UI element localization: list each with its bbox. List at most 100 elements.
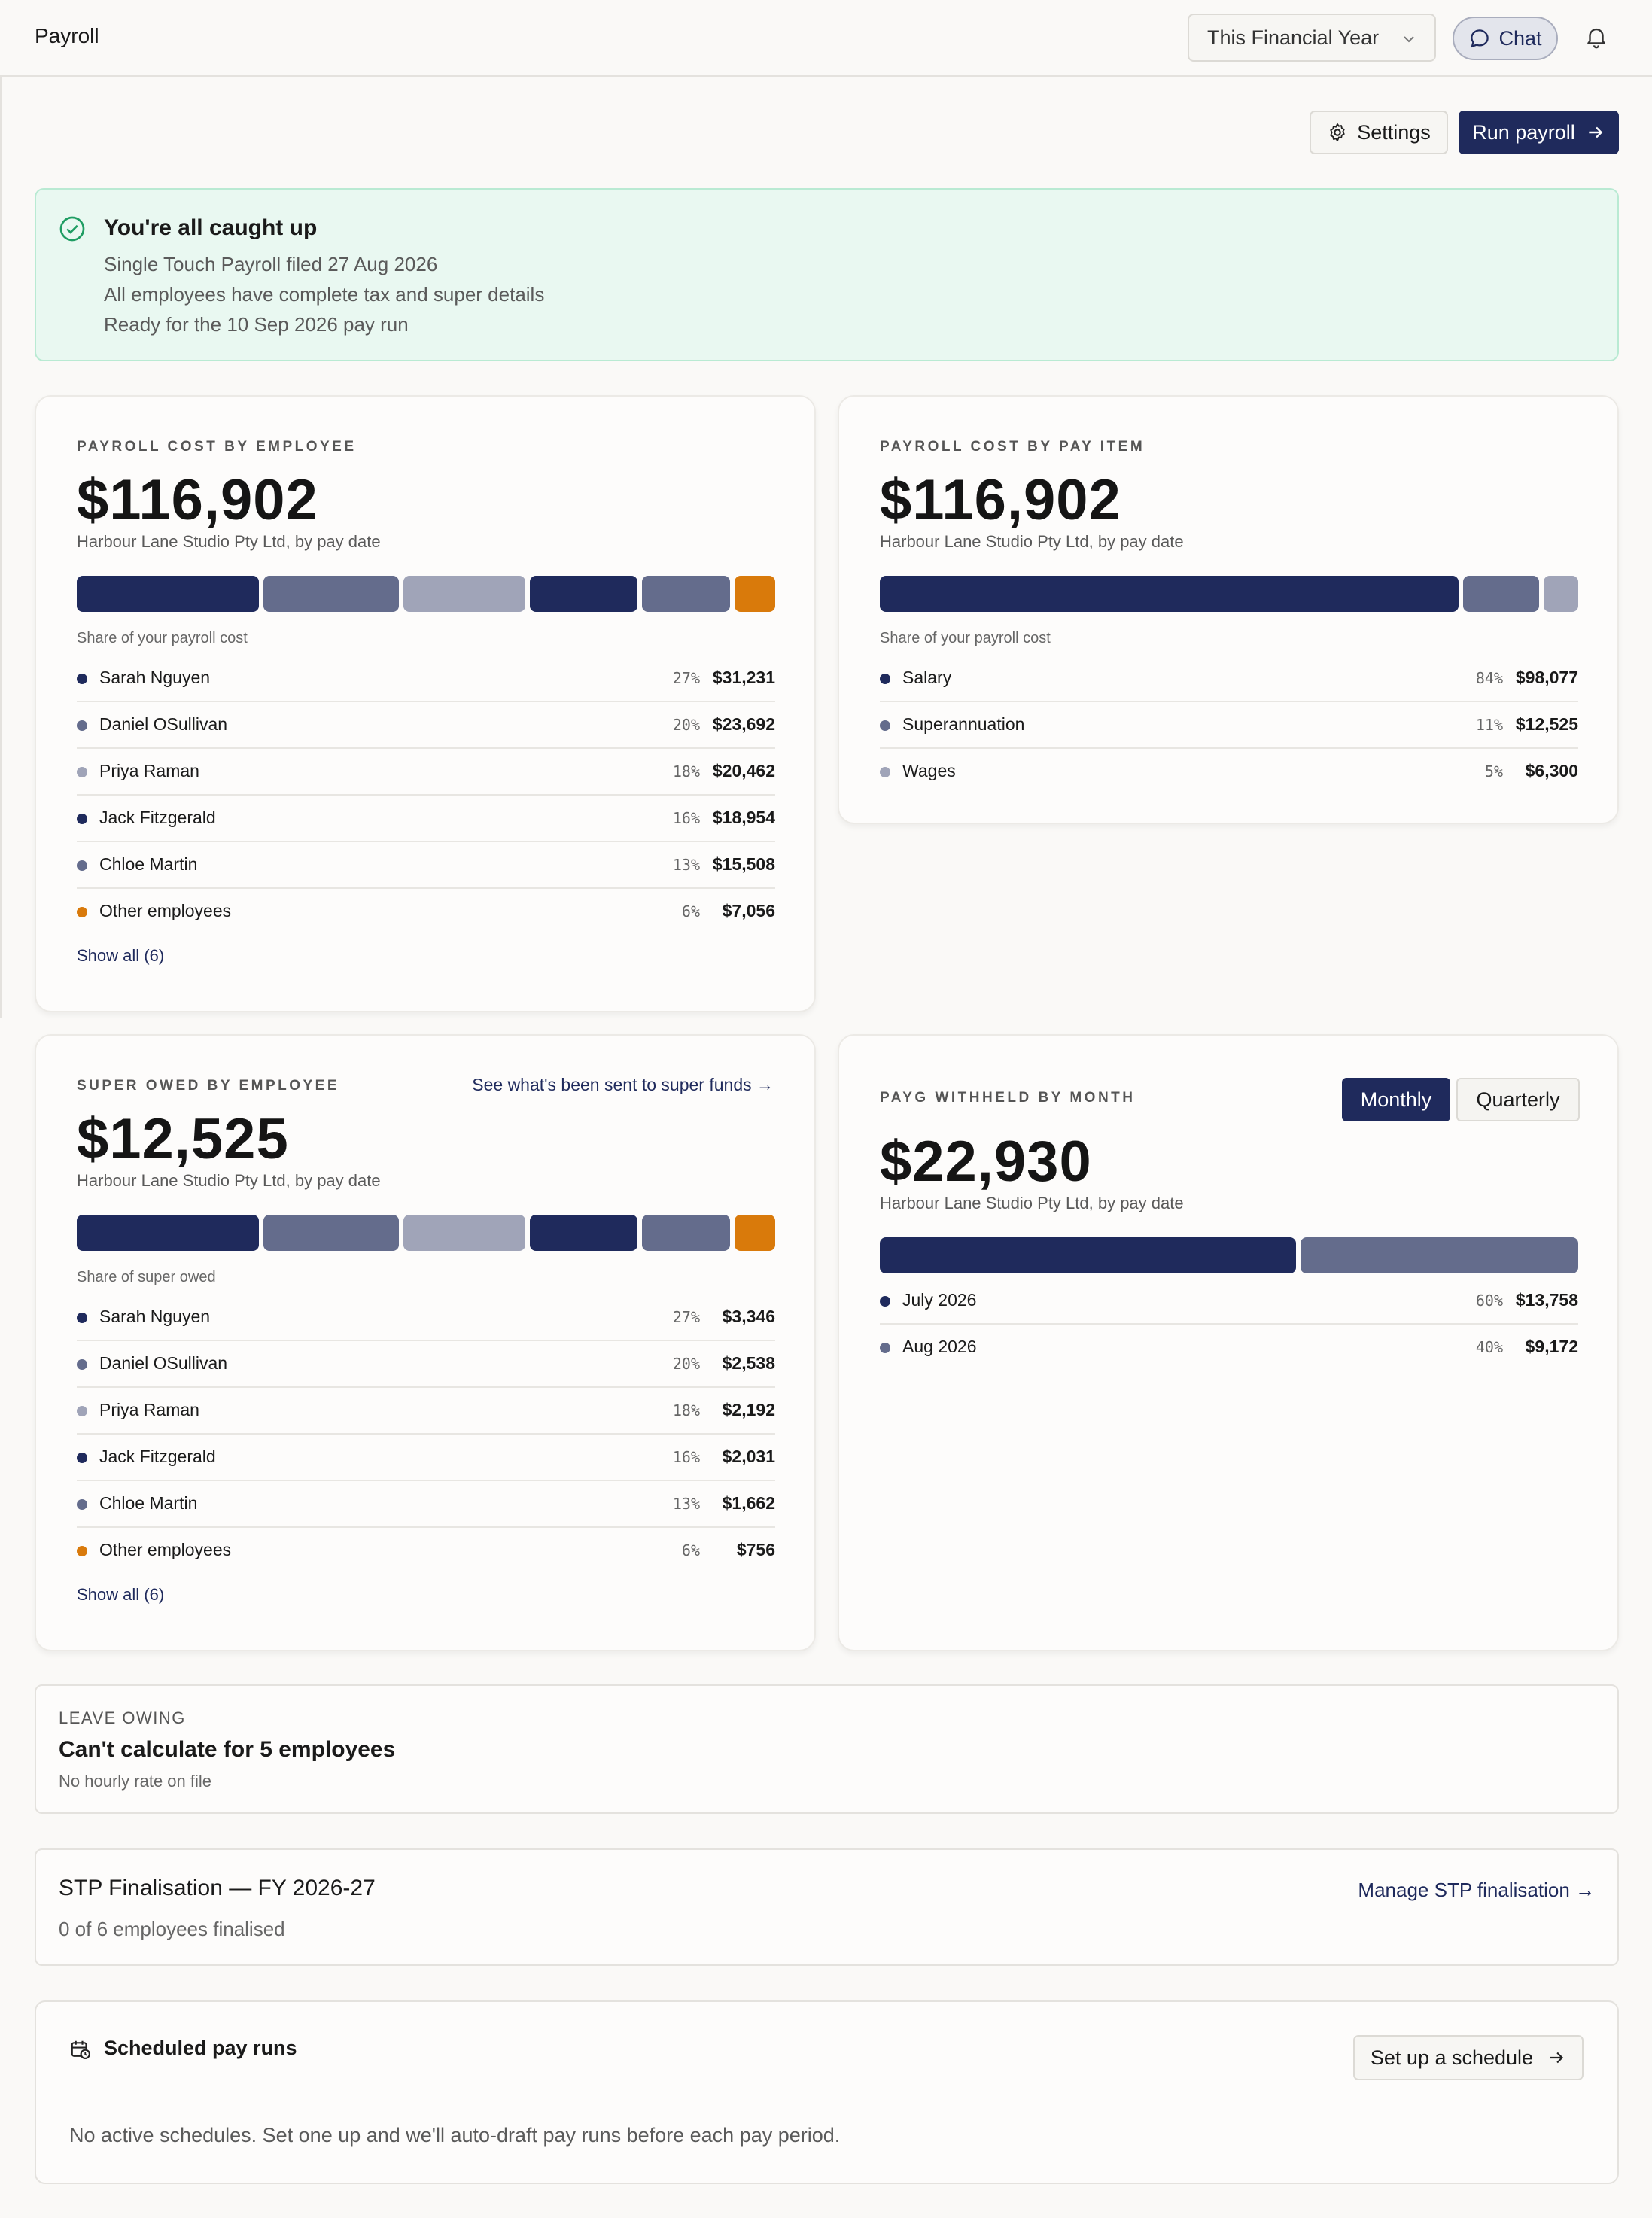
show-all-link[interactable]: Show all (6) — [77, 946, 165, 965]
item-percent: 18% — [672, 762, 700, 780]
card-subtitle: Harbour Lane Studio Pty Ltd, by pay date — [77, 1171, 381, 1190]
banner-line: Ready for the 10 Sep 2026 pay run — [104, 313, 409, 336]
item-percent: 27% — [672, 669, 700, 687]
card-subtitle: Harbour Lane Studio Pty Ltd, by pay date — [880, 532, 1184, 551]
list-item: Other employees 6% $756 — [77, 1528, 775, 1575]
chat-label: Chat — [1498, 26, 1542, 50]
list-item: Daniel OSullivan 20% $23,692 — [77, 702, 775, 749]
legend-dot — [77, 860, 87, 871]
payg-withheld-card: PAYG WITHHELD BY MONTH Monthly Quarterly… — [838, 1034, 1619, 1651]
stp-title: STP Finalisation — FY 2026-27 — [59, 1876, 376, 1900]
bar-segment — [529, 576, 638, 612]
period-select-value: This Financial Year — [1207, 26, 1380, 49]
toggle-quarterly[interactable]: Quarterly — [1456, 1078, 1580, 1121]
set-up-schedule-label: Set up a schedule — [1370, 2046, 1534, 2069]
scheduled-pay-runs-card: Scheduled pay runs Set up a schedule No … — [35, 2000, 1619, 2184]
bar-segment — [77, 576, 260, 612]
legend-dot — [77, 1313, 87, 1323]
schedule-title: Scheduled pay runs — [104, 2037, 297, 2059]
item-amount: $7,056 — [722, 901, 775, 920]
item-amount: $31,231 — [712, 668, 775, 687]
list-item: Priya Raman 18% $2,192 — [77, 1388, 775, 1435]
share-label: Share of your payroll cost — [77, 630, 248, 647]
item-name: Wages — [902, 761, 956, 780]
bar-segment — [77, 1215, 260, 1251]
leave-owing-card: LEAVE OWING Can't calculate for 5 employ… — [35, 1684, 1619, 1814]
gear-icon — [1330, 123, 1345, 142]
manage-stp-link[interactable]: Manage STP finalisation → — [1358, 1879, 1595, 1901]
item-percent: 40% — [1475, 1338, 1503, 1356]
item-amount: $3,346 — [722, 1307, 775, 1326]
item-name: Chloe Martin — [99, 854, 198, 874]
period-select[interactable]: This Financial Year — [1188, 14, 1436, 62]
super-owed-card: SUPER OWED BY EMPLOYEE See what's been s… — [35, 1034, 816, 1651]
run-payroll-button[interactable]: Run payroll — [1459, 111, 1619, 154]
breakdown-list: July 2026 60% $13,758 Aug 2026 40% $9,172 — [880, 1278, 1578, 1371]
item-percent: 11% — [1475, 716, 1503, 734]
item-name: Salary — [902, 668, 952, 687]
item-name: Chloe Martin — [99, 1493, 198, 1513]
bar-segment — [642, 1215, 731, 1251]
card-subtitle: Harbour Lane Studio Pty Ltd, by pay date — [77, 532, 381, 551]
item-amount: $13,758 — [1515, 1290, 1578, 1310]
item-amount: $98,077 — [1515, 668, 1578, 687]
settings-button[interactable]: Settings — [1310, 111, 1448, 154]
item-percent: 6% — [681, 902, 700, 920]
item-percent: 16% — [672, 1448, 700, 1466]
item-percent: 84% — [1475, 669, 1503, 687]
share-label: Share of your payroll cost — [880, 630, 1051, 647]
arrow-right-icon — [1550, 2052, 1564, 2064]
bar-segment — [263, 576, 400, 612]
item-amount: $9,172 — [1525, 1337, 1578, 1356]
list-item: July 2026 60% $13,758 — [880, 1278, 1578, 1325]
bell-icon[interactable] — [1584, 24, 1609, 50]
item-amount: $1,662 — [722, 1493, 775, 1513]
item-name: July 2026 — [902, 1290, 977, 1310]
item-name: Jack Fitzgerald — [99, 808, 216, 827]
list-item: Sarah Nguyen 27% $3,346 — [77, 1295, 775, 1341]
legend-dot — [880, 720, 890, 731]
item-percent: 60% — [1475, 1292, 1503, 1310]
leave-title: Can't calculate for 5 employees — [59, 1737, 396, 1762]
run-payroll-label: Run payroll — [1472, 120, 1575, 144]
toggle-monthly[interactable]: Monthly — [1342, 1078, 1450, 1121]
bar-segment — [880, 576, 1459, 612]
cost-by-employee-card: PAYROLL COST BY EMPLOYEE $116,902 Harbou… — [35, 395, 816, 1012]
list-item: Daniel OSullivan 20% $2,538 — [77, 1341, 775, 1388]
card-subtitle: Harbour Lane Studio Pty Ltd, by pay date — [880, 1194, 1184, 1212]
super-funds-link[interactable]: See what's been sent to super funds → — [472, 1075, 774, 1094]
total-amount: $12,525 — [77, 1107, 289, 1171]
chat-button[interactable]: Chat — [1453, 17, 1558, 60]
total-amount: $116,902 — [77, 468, 318, 532]
stp-finalisation-card: STP Finalisation — FY 2026-27 0 of 6 emp… — [35, 1848, 1619, 1966]
bar-segment — [403, 1215, 525, 1251]
share-bar — [880, 1237, 1578, 1273]
item-amount: $23,692 — [712, 714, 775, 734]
cost-by-item-card: PAYROLL COST BY PAY ITEM $116,902 Harbou… — [838, 395, 1619, 824]
item-percent: 5% — [1484, 762, 1503, 780]
legend-dot — [77, 814, 87, 824]
item-name: Superannuation — [902, 714, 1025, 734]
share-bar — [77, 576, 775, 612]
legend-dot — [77, 1499, 87, 1510]
list-item: Chloe Martin 13% $1,662 — [77, 1481, 775, 1528]
list-item: Salary 84% $98,077 — [880, 656, 1578, 702]
item-name: Jack Fitzgerald — [99, 1447, 216, 1466]
set-up-schedule-button[interactable]: Set up a schedule — [1353, 2035, 1584, 2080]
show-all-link[interactable]: Show all (6) — [77, 1585, 165, 1604]
legend-dot — [77, 1546, 87, 1556]
card-caption: PAYG WITHHELD BY MONTH — [880, 1090, 1136, 1106]
card-caption: PAYROLL COST BY PAY ITEM — [880, 439, 1145, 455]
legend-dot — [77, 1406, 87, 1416]
bar-segment — [1301, 1237, 1578, 1273]
legend-dot — [880, 1343, 890, 1353]
legend-dot — [77, 674, 87, 684]
bar-segment — [642, 576, 731, 612]
item-amount: $6,300 — [1525, 761, 1578, 780]
list-item: Jack Fitzgerald 16% $2,031 — [77, 1435, 775, 1481]
total-amount: $116,902 — [880, 468, 1121, 532]
arrow-right-icon — [1589, 126, 1603, 138]
settings-label: Settings — [1357, 120, 1431, 144]
item-amount: $756 — [736, 1540, 775, 1559]
breakdown-list: Sarah Nguyen 27% $31,231 Daniel OSullivan 20… — [77, 656, 775, 936]
